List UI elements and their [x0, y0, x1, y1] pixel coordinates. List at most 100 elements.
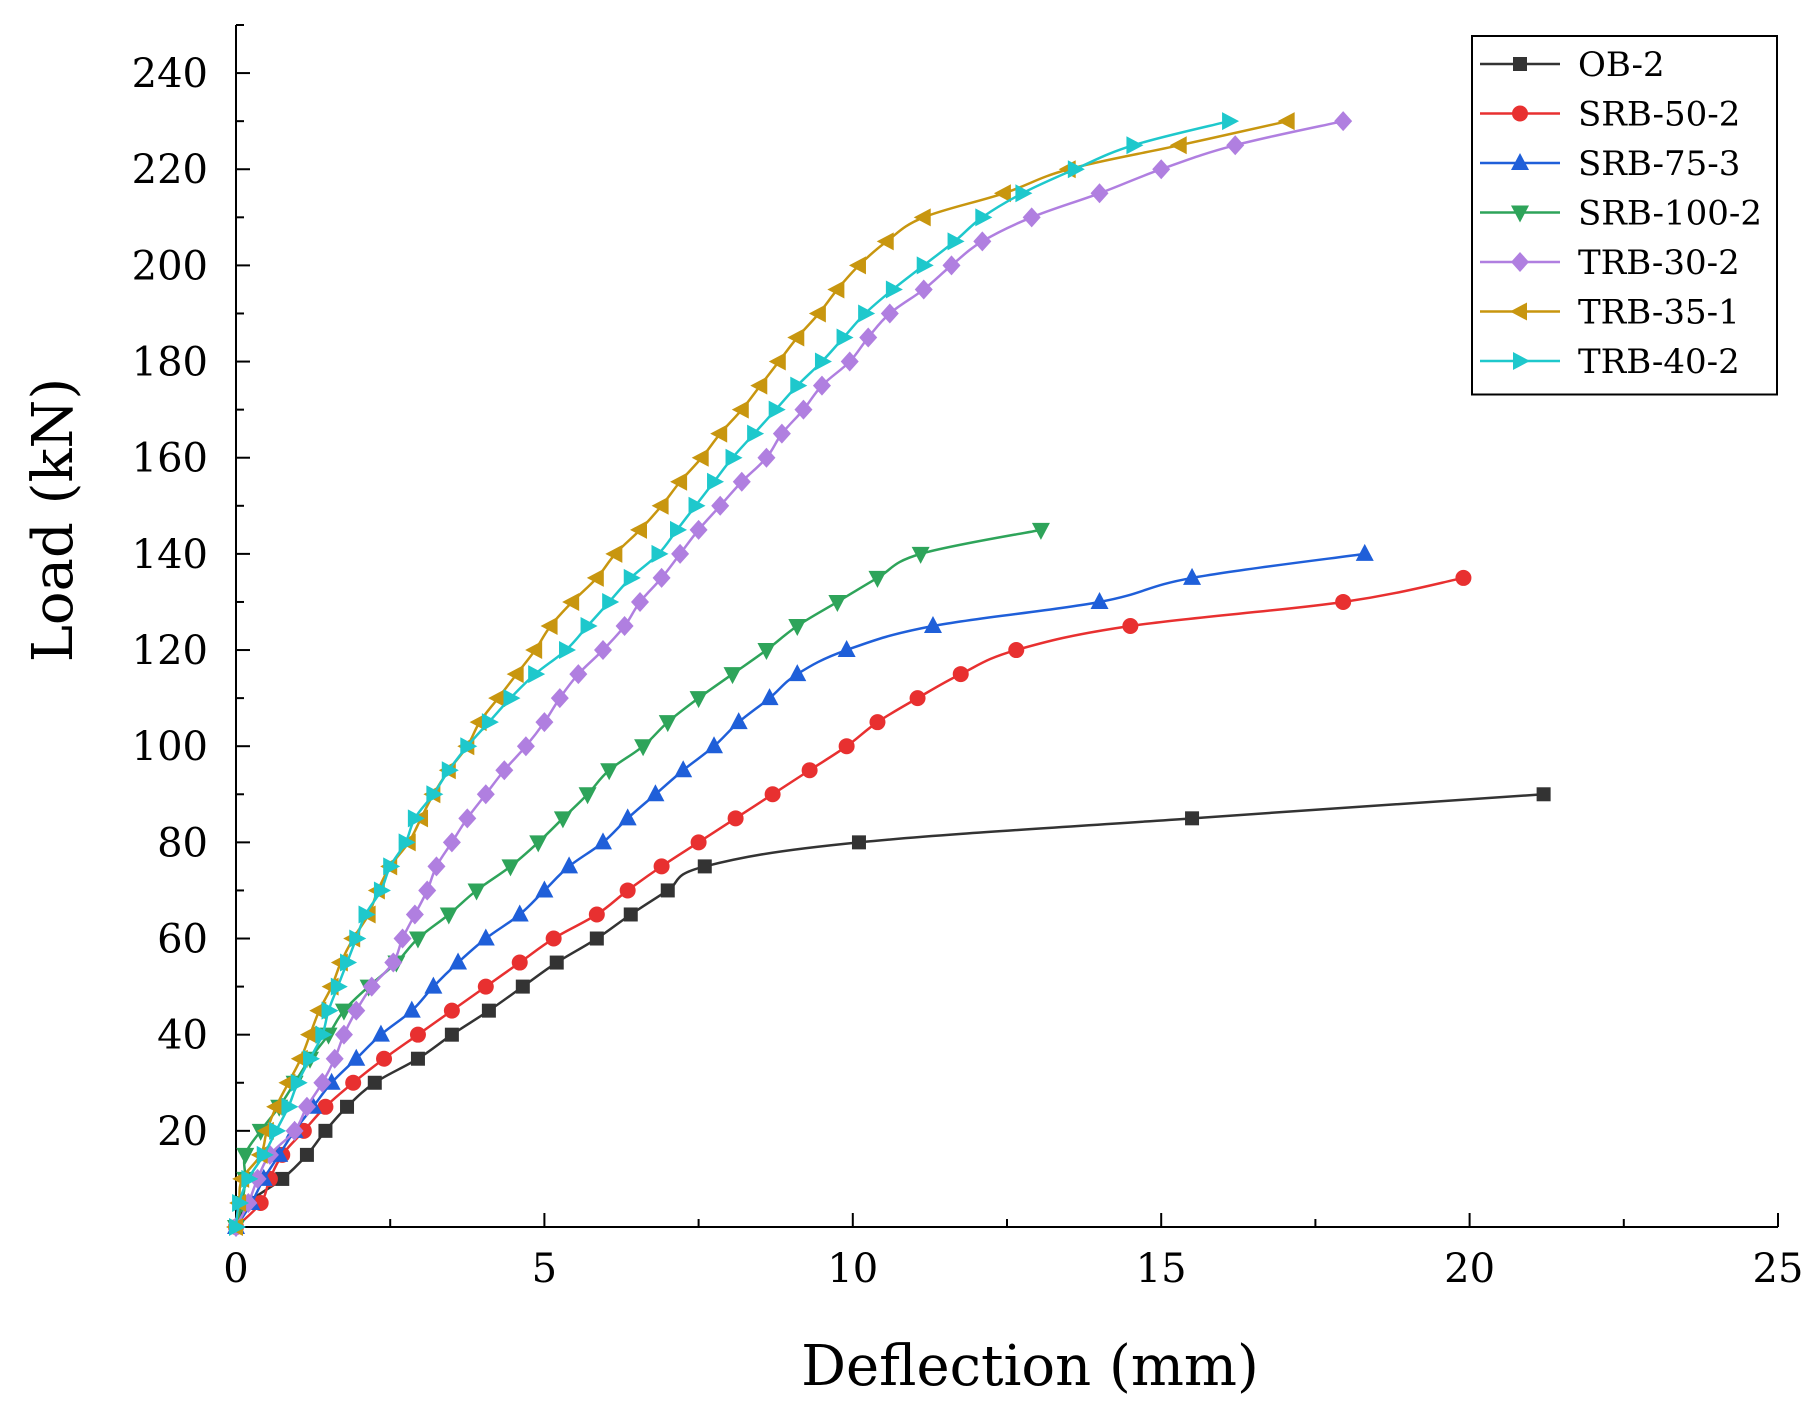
point-marker [690, 834, 707, 851]
x-axis-title: Deflection (mm) [801, 1334, 1259, 1399]
point-marker [426, 785, 444, 804]
point-marker [615, 616, 634, 636]
point-marker [593, 832, 612, 850]
legend-label: OB-2 [1578, 45, 1665, 85]
point-marker [623, 568, 641, 587]
point-marker [757, 447, 776, 468]
point-marker [914, 279, 933, 300]
point-marker [593, 640, 612, 661]
point-marker [787, 328, 805, 347]
point-marker [710, 424, 728, 443]
x-tick-label: 20 [1444, 1246, 1495, 1292]
x-tick-label: 25 [1753, 1246, 1804, 1292]
point-marker [916, 256, 934, 275]
point-marker [303, 1049, 321, 1068]
y-tick-label: 240 [132, 51, 208, 97]
y-tick-label: 40 [157, 1013, 208, 1059]
point-marker [408, 931, 427, 949]
point-marker [477, 978, 494, 995]
point-marker [788, 619, 807, 636]
point-marker [1008, 642, 1025, 659]
series-line-srb-75-3 [234, 552, 1365, 1228]
point-marker [1015, 184, 1033, 203]
point-marker [266, 1097, 284, 1116]
point-marker [725, 448, 743, 467]
y-tick-label: 20 [157, 1109, 208, 1155]
point-marker [439, 907, 458, 925]
point-marker [229, 1218, 246, 1236]
x-tick-label: 10 [827, 1246, 878, 1292]
point-marker [236, 1147, 255, 1165]
point-marker [1511, 252, 1529, 272]
point-marker [409, 1026, 426, 1043]
series-line-srb-100-2 [234, 528, 1042, 1228]
legend-item-ob-2: OB-2 [1480, 45, 1665, 85]
point-marker [651, 496, 669, 515]
point-marker [558, 641, 576, 660]
point-marker [444, 1027, 459, 1042]
point-marker [747, 424, 765, 443]
point-marker [1513, 57, 1527, 71]
point-marker [651, 544, 669, 563]
point-marker [723, 667, 742, 685]
point-marker [764, 786, 781, 803]
point-marker [1510, 302, 1527, 321]
point-marker [317, 1098, 334, 1115]
point-marker [418, 880, 437, 901]
point-marker [334, 1024, 353, 1045]
point-marker [1536, 787, 1551, 802]
y-tick-label: 220 [132, 147, 208, 193]
point-marker [347, 1000, 366, 1021]
point-marker [371, 1024, 390, 1042]
point-marker [851, 835, 866, 850]
point-marker [731, 400, 749, 419]
point-marker [488, 689, 506, 708]
point-marker [535, 712, 554, 733]
point-marker [300, 1025, 318, 1044]
point-marker [885, 280, 903, 299]
legend-label: SRB-50-2 [1578, 95, 1740, 135]
point-marker [460, 737, 478, 756]
series-srb-50-2 [228, 569, 1472, 1235]
point-marker [618, 808, 637, 826]
series-ob-2 [229, 787, 1551, 1234]
point-marker [768, 400, 786, 419]
point-marker [1222, 112, 1240, 131]
point-marker [405, 904, 424, 925]
point-marker [549, 955, 564, 970]
x-tick-label: 15 [1136, 1246, 1187, 1292]
point-marker [373, 881, 391, 900]
point-marker [241, 1169, 259, 1188]
point-marker [768, 352, 786, 371]
point-marker [697, 859, 712, 874]
point-marker [345, 1074, 362, 1091]
point-marker [973, 231, 992, 252]
point-marker [652, 567, 671, 588]
point-marker [911, 546, 930, 564]
point-marker [410, 1051, 425, 1066]
point-marker [1183, 567, 1202, 585]
point-marker [528, 665, 546, 684]
point-marker [689, 691, 708, 709]
point-marker [313, 1072, 332, 1093]
point-marker [407, 809, 425, 828]
point-marker [1226, 135, 1245, 156]
point-marker [553, 811, 572, 829]
point-marker [808, 304, 826, 323]
point-marker [705, 736, 724, 754]
point-marker [427, 856, 446, 877]
point-marker [727, 810, 744, 827]
point-marker [1512, 105, 1528, 122]
point-marker [481, 1003, 496, 1018]
point-marker [1122, 618, 1139, 634]
point-marker [580, 617, 598, 635]
point-marker [691, 448, 709, 467]
point-marker [398, 833, 416, 852]
series-trb-30-2 [227, 111, 1353, 1237]
point-marker [384, 952, 403, 973]
point-marker [646, 784, 665, 802]
point-marker [1152, 159, 1171, 180]
point-marker [1277, 112, 1295, 131]
point-marker [602, 592, 620, 611]
y-tick-label: 80 [157, 820, 208, 866]
